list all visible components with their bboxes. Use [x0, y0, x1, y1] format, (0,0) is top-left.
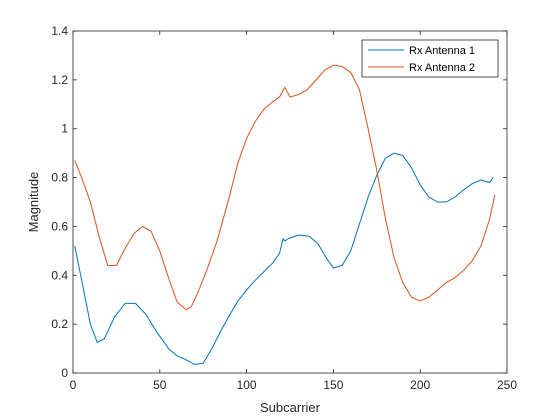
y-axis-label: Magnitude — [26, 172, 41, 233]
y-tick-label: 1.2 — [51, 73, 68, 87]
series-line-1 — [74, 152, 494, 365]
y-tick-label: 0.6 — [51, 219, 68, 233]
y-tick-label: 1.4 — [51, 24, 68, 38]
y-ticks: 0 0.2 0.4 0.6 0.8 1 1.2 1.4 — [51, 24, 507, 380]
series-layer — [74, 64, 496, 365]
legend-box — [361, 39, 499, 78]
x-tick-label: 100 — [237, 378, 257, 392]
axes-box — [72, 30, 508, 374]
y-tick-label: 0.4 — [51, 268, 68, 282]
series-line-2 — [74, 64, 496, 310]
legend: Rx Antenna 1 Rx Antenna 2 — [361, 39, 499, 78]
x-tick-label: 0 — [70, 378, 77, 392]
plot-area — [73, 31, 507, 373]
legend-label-rx-antenna-1: Rx Antenna 1 — [409, 45, 475, 57]
x-tick-label: 50 — [153, 378, 167, 392]
y-tick-label: 0.2 — [51, 317, 68, 331]
x-ticks: 0 50 100 150 200 250 — [70, 31, 517, 392]
x-tick-label: 200 — [410, 378, 430, 392]
legend-label-rx-antenna-2: Rx Antenna 2 — [409, 62, 475, 74]
y-tick-label: 0 — [61, 366, 68, 380]
x-axis-label: Subcarrier — [260, 400, 321, 415]
x-tick-label: 150 — [323, 378, 343, 392]
y-tick-label: 1 — [61, 122, 68, 136]
y-tick-label: 0.8 — [51, 171, 68, 185]
x-tick-label: 250 — [497, 378, 517, 392]
